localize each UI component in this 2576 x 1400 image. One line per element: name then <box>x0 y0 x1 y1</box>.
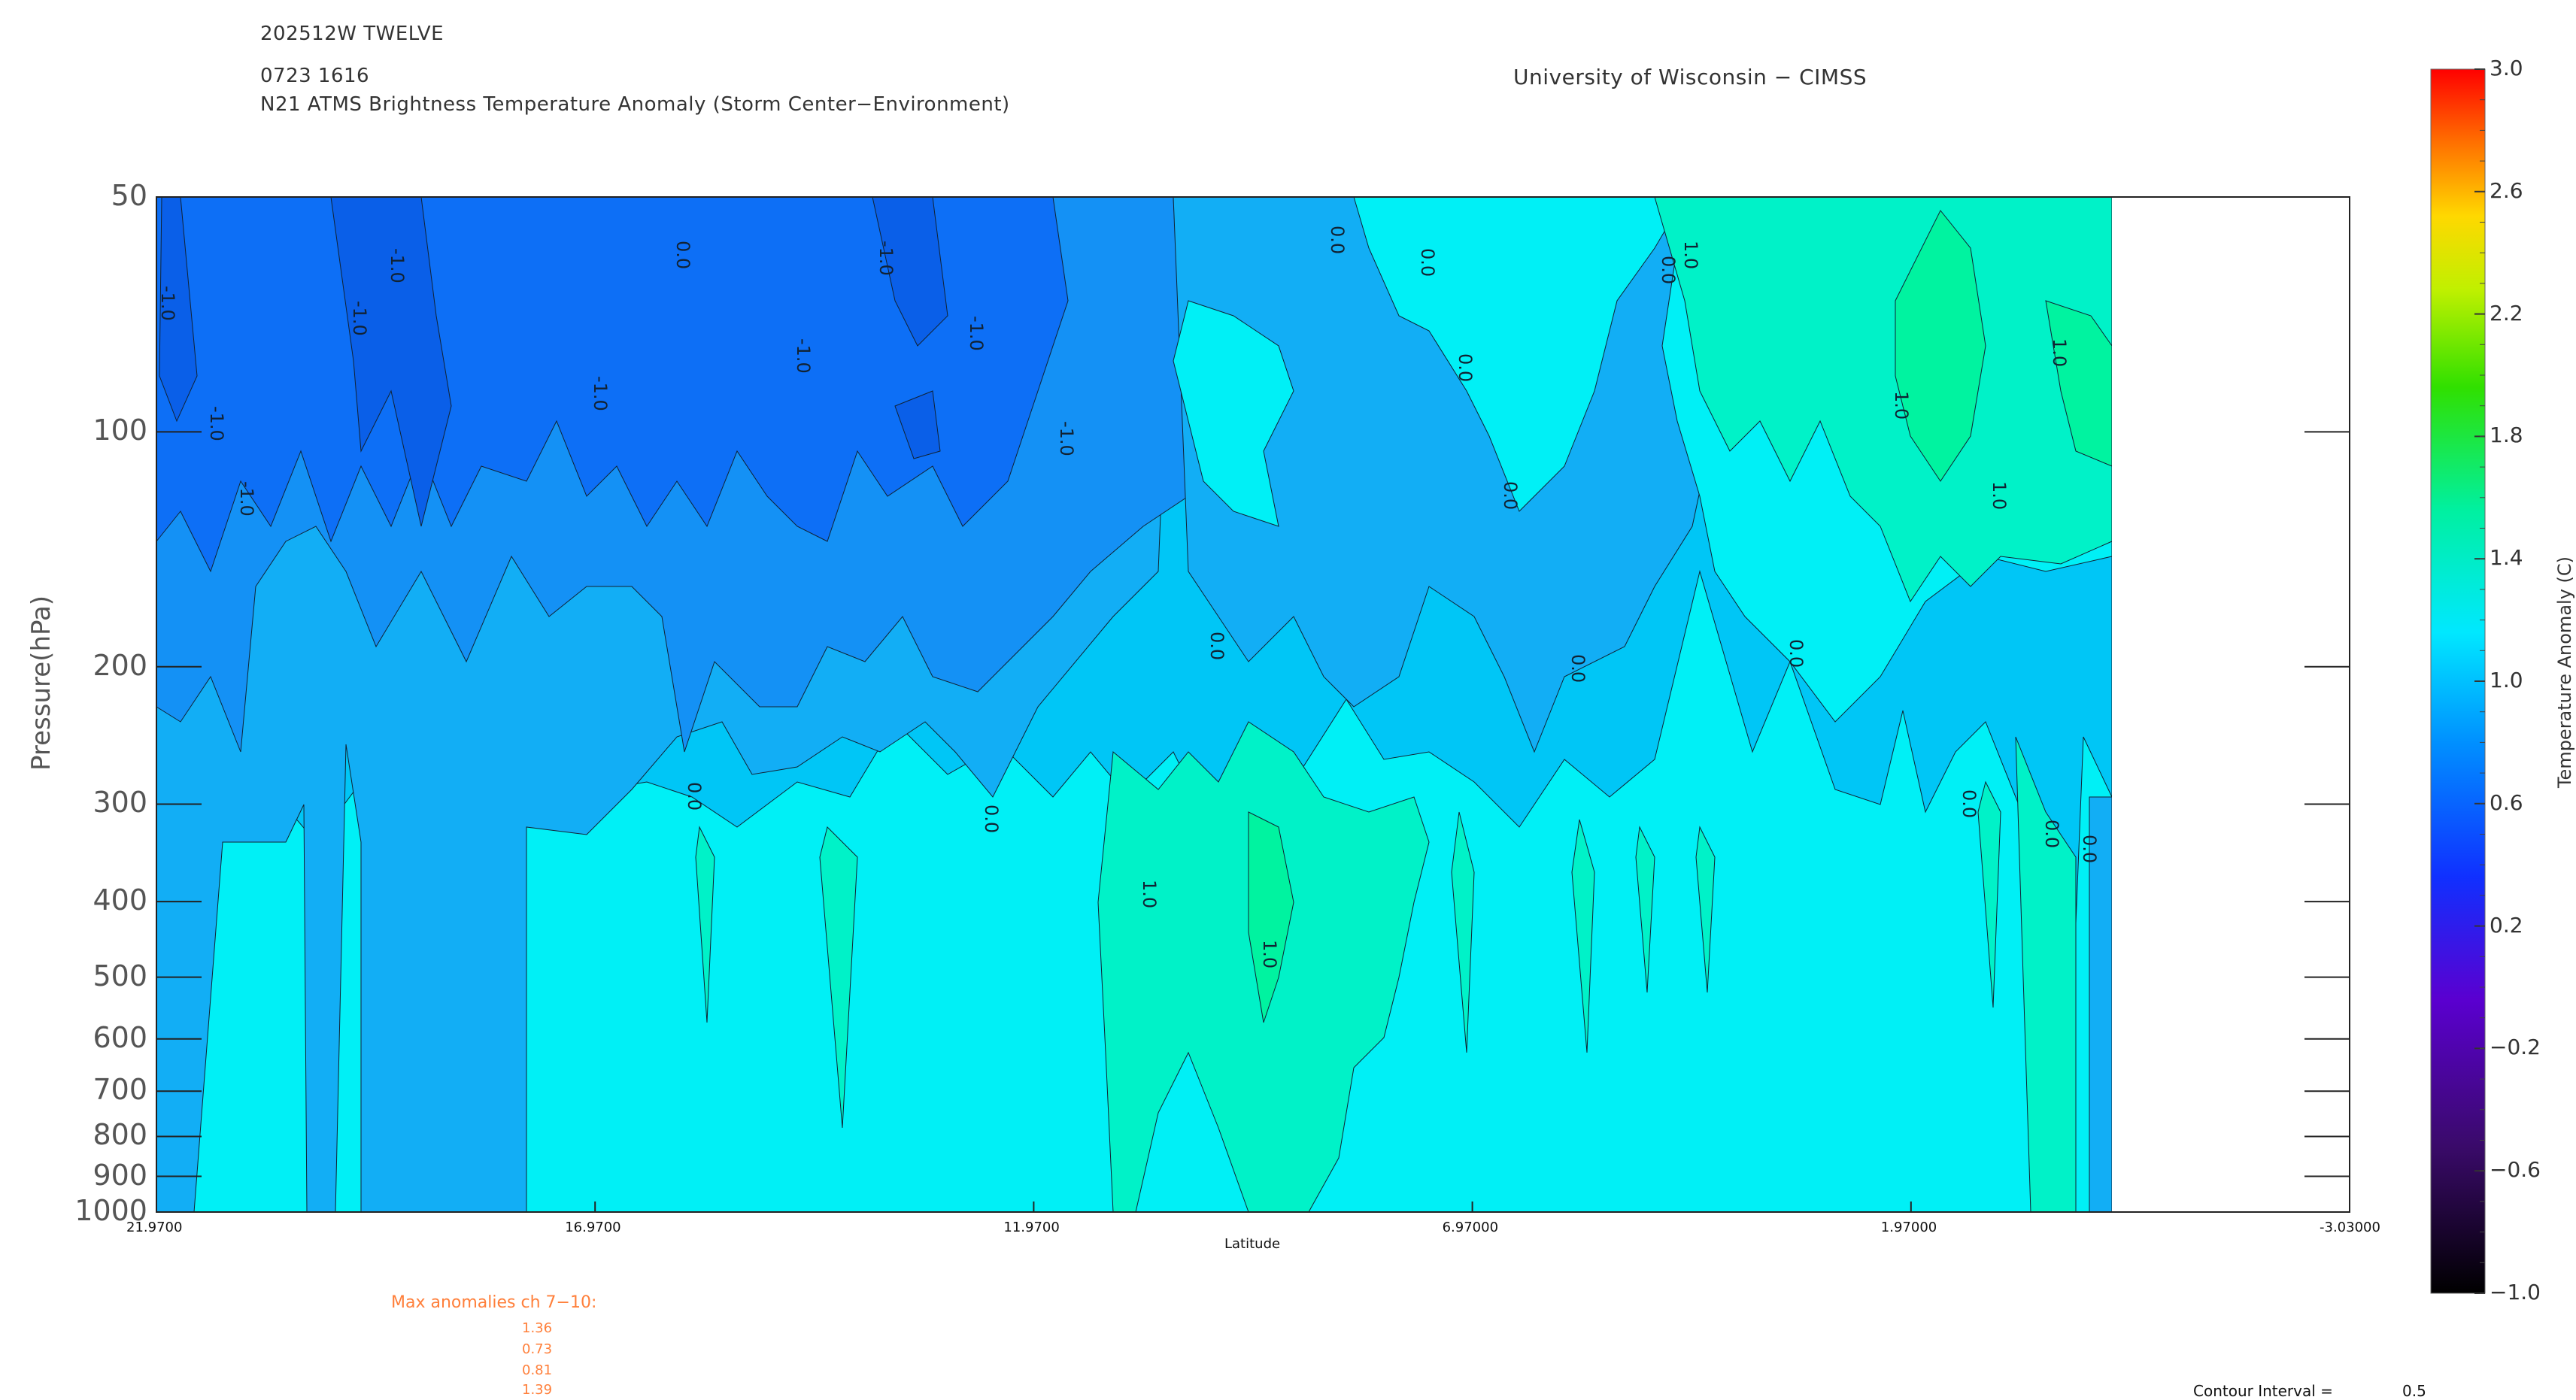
x-tick-label: 1.97000 <box>1880 1220 1937 1235</box>
contour-label: -1.0 <box>206 406 227 441</box>
contour-label: 0.0 <box>1327 226 1348 254</box>
contour-label: 0.0 <box>1658 256 1679 284</box>
colorbar-tick-label: 1.8 <box>2490 423 2523 448</box>
x-axis-label: Latitude <box>1224 1236 1281 1252</box>
field-lvl-m15-c <box>894 390 941 459</box>
colorbar-tick-label: 0.6 <box>2490 789 2523 815</box>
y-axis-ticks <box>156 196 2350 1213</box>
field-spike-2 <box>1571 819 1595 1053</box>
colorbar-tick-label: 1.4 <box>2490 545 2523 571</box>
y-tick-label: 800 <box>93 1118 147 1152</box>
colorbar-label: Temperature Anomaly (C) <box>2554 556 2575 789</box>
colorbar-ticks <box>2474 68 2485 1294</box>
observation-time: 0723 1616 <box>260 65 370 87</box>
contour-label: 0.0 <box>2079 835 2100 863</box>
contour-label: 0.0 <box>981 805 1002 833</box>
y-tick-label: 400 <box>93 883 147 917</box>
max-anomaly-value: 1.36 <box>522 1320 553 1336</box>
y-tick-label: 900 <box>93 1158 147 1192</box>
contour-label: 0.0 <box>1206 632 1227 660</box>
contour-label: -1.0 <box>793 338 814 374</box>
contour-label: 0.0 <box>1567 654 1588 683</box>
y-tick-label: 500 <box>93 959 147 992</box>
field-spike-5 <box>819 826 858 1129</box>
field-lvl-10-ur <box>1654 196 2113 603</box>
y-tick-label: 200 <box>93 648 147 682</box>
max-anomaly-value: 1.39 <box>522 1382 553 1398</box>
contour-label: 0.0 <box>1417 248 1438 277</box>
y-tick-label: 50 <box>111 179 147 212</box>
y-tick-label: 300 <box>93 786 147 820</box>
contour-label: 0.0 <box>1786 639 1807 668</box>
field-lvl-m15-a <box>330 196 452 527</box>
contour-interval-label: Contour Interval = <box>2193 1382 2333 1400</box>
institution-label: University of Wisconsin − CIMSS <box>1513 65 1868 89</box>
no-data-region <box>2112 197 2350 1212</box>
colorbar-tick-label: 3.0 <box>2490 56 2523 80</box>
contour-label: 1.0 <box>1989 481 2010 510</box>
field-right-column <box>2089 796 2113 1213</box>
contour-label: 1.0 <box>1259 940 1280 968</box>
x-tick-label: 16.9700 <box>565 1220 621 1235</box>
contour-label: 1.0 <box>1139 880 1160 908</box>
y-tick-label: 100 <box>93 414 147 447</box>
field-lvl-15-lm <box>1248 811 1294 1023</box>
max-anomalies-title: Max anomalies ch 7−10: <box>391 1293 597 1312</box>
contour-label: -1.0 <box>1056 421 1077 456</box>
contour-label: -1.0 <box>875 241 897 276</box>
plot-frame <box>156 196 2350 1213</box>
contour-label: -1.0 <box>157 286 178 321</box>
x-tick-label: 6.97000 <box>1442 1220 1499 1235</box>
contour-label: -1.0 <box>349 301 370 336</box>
field-upper-cyan <box>1173 300 1294 527</box>
contour-labels: -1.0 -1.0 -1.0 -1.0 -1.0 -1.0 -1.0 -1.0 -1.0 -1.0… <box>157 226 2100 968</box>
contour-label: -1.0 <box>966 316 987 351</box>
max-anomaly-value: 0.81 <box>522 1362 553 1378</box>
contour-label: 1.0 <box>1891 391 1912 420</box>
max-anomaly-value: 0.73 <box>522 1341 553 1357</box>
y-tick-label: 1000 <box>74 1194 147 1227</box>
contour-label: -1.0 <box>236 481 257 517</box>
contour-interval-value: 0.5 <box>2402 1382 2426 1400</box>
field-spike-1 <box>1451 811 1475 1053</box>
colorbar-tick-label: −0.2 <box>2490 1035 2541 1060</box>
contour-label: 0.0 <box>672 241 693 269</box>
contour-label: -1.0 <box>590 376 611 411</box>
x-tick-label: 11.9700 <box>1003 1220 1060 1235</box>
colorbar-tick-label: −0.6 <box>2490 1157 2541 1183</box>
contour-label: 0.0 <box>1500 481 1521 510</box>
contour-label: -1.0 <box>387 248 408 283</box>
field-spike-3 <box>1635 826 1655 993</box>
x-axis-ticks <box>156 1202 2350 1212</box>
x-tick-label: 21.9700 <box>126 1220 183 1235</box>
field-spike-4 <box>1695 826 1716 993</box>
product-title: N21 ATMS Brightness Temperature Anomaly … <box>260 93 1010 116</box>
contour-label: 0.0 <box>1455 353 1476 382</box>
y-tick-label: 700 <box>93 1073 147 1107</box>
y-tick-label: 600 <box>93 1020 147 1054</box>
colorbar-tick-label: 2.6 <box>2490 177 2523 203</box>
contour-label: 1.0 <box>1680 241 1701 269</box>
contour-label: 0.0 <box>1959 789 1980 818</box>
field-spike-6 <box>695 826 715 1023</box>
colorbar-tick-label: 2.2 <box>2490 300 2523 326</box>
contour-label: 0.0 <box>2041 820 2062 848</box>
field-lvl-15-ur <box>1895 210 1986 482</box>
colorbar-tick-label: −1.0 <box>2490 1280 2541 1305</box>
colorbar-tick-label: 0.2 <box>2490 912 2523 938</box>
contour-label: 1.0 <box>2049 338 2070 367</box>
field-upper-cyan-b <box>1353 196 1685 512</box>
colorbar-tick-label: 1.0 <box>2490 668 2523 692</box>
contour-label: 0.0 <box>684 782 705 811</box>
x-tick-label: -3.03000 <box>2320 1220 2380 1235</box>
field-spike-7 <box>1977 780 2001 1008</box>
storm-name: 202512W TWELVE <box>260 23 445 45</box>
